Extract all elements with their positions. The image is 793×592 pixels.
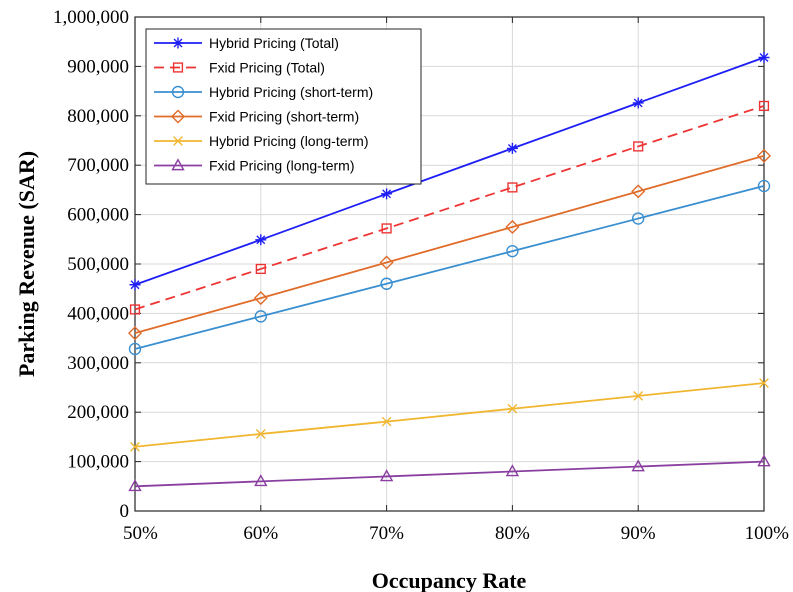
asterisk-marker — [381, 188, 393, 200]
asterisk-marker — [758, 52, 770, 64]
x-marker — [255, 429, 266, 439]
triangle-marker — [631, 459, 645, 472]
legend-label: Fxid Pricing (long-term) — [209, 158, 354, 174]
square-marker — [758, 100, 770, 112]
diamond-marker — [127, 326, 143, 341]
x-marker — [507, 403, 518, 414]
legend-item: Fxid Pricing (short-term) — [154, 109, 359, 125]
y-tick-label: 500,000 — [67, 254, 129, 275]
triangle-marker — [505, 464, 520, 477]
legend-label: Fxid Pricing (short-term) — [209, 109, 359, 125]
series-line — [134, 56, 765, 286]
legend-box — [145, 28, 422, 185]
series-group — [128, 454, 771, 492]
square-marker — [172, 62, 184, 73]
asterisk-marker — [172, 37, 184, 49]
circle-marker — [380, 277, 393, 290]
diamond-marker — [756, 148, 772, 163]
square-marker — [129, 304, 141, 315]
y-tick-label: 200,000 — [67, 402, 129, 423]
x-tick-label: 70% — [369, 523, 404, 544]
legend: Hybrid Pricing (Total) Fxid Pricing (Tota… — [145, 28, 422, 185]
series-group — [130, 378, 769, 452]
legend-item: Fxid Pricing (Total) — [154, 60, 325, 76]
y-axis-title: Parking Revenue (SAR) — [14, 151, 39, 377]
square-marker — [633, 141, 644, 152]
triangle-marker — [171, 158, 185, 171]
legend-item: Hybrid Pricing (short-term) — [154, 84, 373, 100]
triangle-marker — [128, 479, 142, 492]
diamond-marker — [253, 291, 268, 306]
y-tick-label: 900,000 — [67, 56, 129, 77]
circle-marker — [757, 179, 771, 193]
series-group — [129, 100, 770, 315]
y-tick-label: 1,000,000 — [53, 7, 129, 28]
legend-item: Fxid Pricing (long-term) — [154, 158, 354, 174]
diamond-marker — [631, 184, 646, 199]
x-tick-label: 90% — [621, 523, 656, 544]
square-marker — [255, 263, 266, 275]
legend-label: Hybrid Pricing (Total) — [209, 35, 339, 51]
circle-marker — [632, 212, 645, 225]
asterisk-marker — [255, 234, 267, 246]
y-tick-label: 100,000 — [67, 452, 129, 473]
legend-item: Hybrid Pricing (Total) — [154, 35, 339, 51]
circle-marker — [254, 310, 267, 323]
asterisk-marker — [632, 97, 644, 109]
x-marker — [381, 416, 392, 427]
series-line — [134, 105, 765, 311]
square-marker — [381, 223, 392, 234]
series-line — [134, 460, 765, 488]
x-marker — [130, 441, 140, 452]
series-line — [134, 382, 765, 448]
series-group — [128, 179, 771, 356]
x-tick-label: 100% — [745, 523, 790, 544]
series-layer — [127, 52, 772, 492]
circle-marker — [171, 85, 185, 99]
diamond-marker — [170, 109, 186, 124]
circle-marker — [506, 244, 519, 258]
y-tick-label: 400,000 — [67, 303, 129, 324]
y-tick-label: 800,000 — [67, 106, 129, 127]
series-group — [127, 148, 772, 341]
legend-item: Hybrid Pricing (long-term) — [154, 133, 368, 149]
series-group — [129, 52, 770, 291]
legend-label: Hybrid Pricing (short-term) — [209, 84, 373, 100]
y-tick-label: 0 — [120, 501, 130, 522]
legend-label: Fxid Pricing (Total) — [209, 60, 325, 76]
asterisk-marker — [129, 279, 141, 291]
diamond-marker — [505, 219, 520, 234]
x-tick-label: 60% — [243, 523, 278, 544]
series-line — [134, 185, 765, 350]
x-tick-label: 80% — [495, 523, 530, 544]
legend-label: Hybrid Pricing (long-term) — [209, 133, 368, 149]
y-tick-label: 700,000 — [67, 155, 129, 176]
diamond-marker — [379, 255, 394, 270]
y-tick-label: 600,000 — [67, 205, 129, 226]
x-marker — [173, 136, 183, 146]
square-marker — [507, 182, 518, 193]
x-tick-label: 50% — [123, 523, 158, 544]
x-marker — [759, 378, 769, 388]
asterisk-marker — [506, 142, 518, 154]
triangle-marker — [254, 474, 268, 487]
y-axis: 0 100,000 200,000 300,000 400,000 500,000 600,… — [53, 7, 764, 522]
x-axis-title: Occupancy Rate — [372, 568, 527, 592]
triangle-marker — [379, 469, 394, 482]
circle-marker — [128, 342, 142, 356]
triangle-marker — [757, 454, 771, 467]
x-axis: 50% 60% 70% 80% 90% 100% — [123, 17, 789, 544]
y-tick-label: 300,000 — [67, 353, 129, 374]
x-marker — [633, 391, 644, 401]
series-line — [134, 154, 765, 335]
